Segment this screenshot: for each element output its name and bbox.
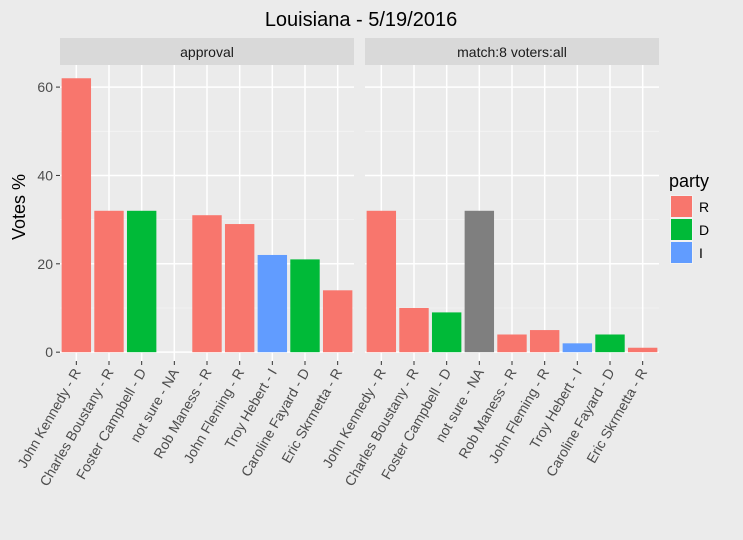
legend-swatch-R xyxy=(671,196,692,217)
legend: party RDI xyxy=(669,171,709,264)
facet-strip-label: approval xyxy=(180,44,234,60)
bar-2-7 xyxy=(562,343,593,353)
bar-1-5 xyxy=(192,215,222,353)
legend-label: I xyxy=(699,245,703,261)
bar-1-1 xyxy=(61,78,92,353)
bar-2-2 xyxy=(399,307,429,353)
bar-1-3 xyxy=(126,210,157,353)
facet-strip-label: match:8 voters:all xyxy=(457,44,567,60)
bar-2-9 xyxy=(627,347,658,353)
y-tick-label: 20 xyxy=(37,256,53,272)
legend-label: R xyxy=(699,199,709,215)
legend-swatch-D xyxy=(671,219,692,240)
legend-swatch-I xyxy=(671,242,692,263)
bar-2-4 xyxy=(464,210,495,353)
bar-2-8 xyxy=(595,334,625,353)
bar-1-7 xyxy=(257,254,288,353)
y-tick-label: 0 xyxy=(45,344,53,360)
y-tick-label: 60 xyxy=(37,79,53,95)
legend-title: party xyxy=(669,171,709,191)
bar-1-8 xyxy=(290,259,320,353)
bar-1-6 xyxy=(224,224,255,353)
bar-2-1 xyxy=(366,210,397,353)
facet-strip xyxy=(365,38,659,65)
bar-1-2 xyxy=(94,210,124,353)
chart-title: Louisiana - 5/19/2016 xyxy=(265,9,457,31)
bar-2-5 xyxy=(497,334,527,353)
y-axis-title: Votes % xyxy=(9,174,29,240)
bar-1-9 xyxy=(322,290,353,353)
bar-2-6 xyxy=(529,330,560,353)
facet-strip xyxy=(60,38,354,65)
y-tick-label: 40 xyxy=(37,167,53,183)
legend-label: D xyxy=(699,222,709,238)
bar-2-3 xyxy=(431,312,462,353)
